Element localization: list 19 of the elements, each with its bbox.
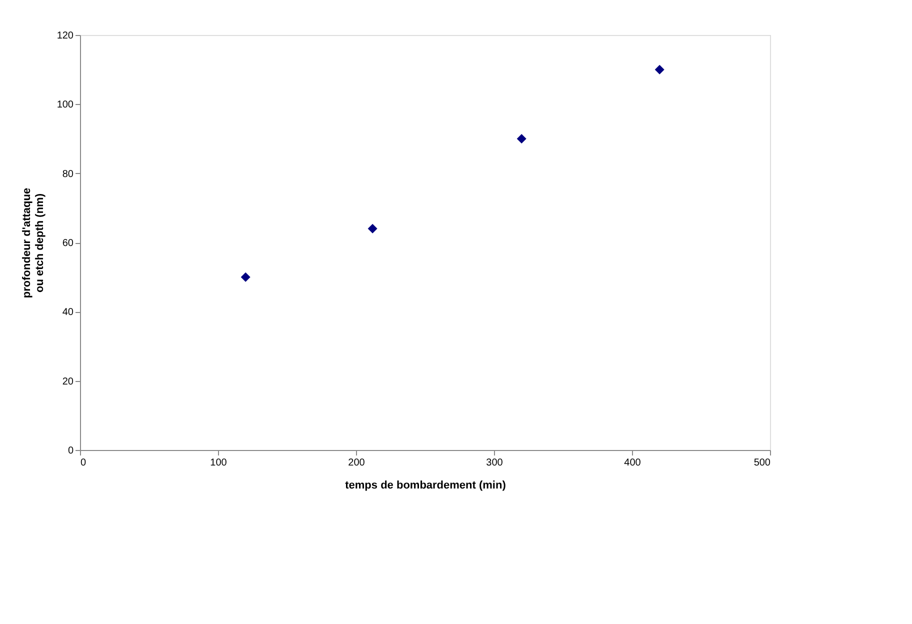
point [368,224,378,234]
y-tick-label: 120 [56,30,74,42]
y-tick-label: 0 [68,446,74,456]
y-tick-label: 60 [62,238,74,249]
y-tick-label: 40 [62,307,74,318]
x-tick-label: 300 [486,458,504,468]
point [516,134,526,144]
y-tick-label: 80 [62,168,74,180]
y-tick-label: 100 [56,100,74,111]
point [240,272,250,282]
x-tick-label: 500 [754,458,771,468]
point [654,64,664,74]
y-axis-title: profondeur d'attaque ou etch depth (nm) [20,188,46,298]
x-tick-label: 200 [348,458,366,468]
y-tick-label: 20 [62,376,74,388]
x-axis-title: temps de bombardement (min) [345,480,506,492]
x-tick-label: 100 [210,458,228,468]
x-tick-label: 400 [624,458,642,468]
x-tick-label: 0 [80,458,86,468]
